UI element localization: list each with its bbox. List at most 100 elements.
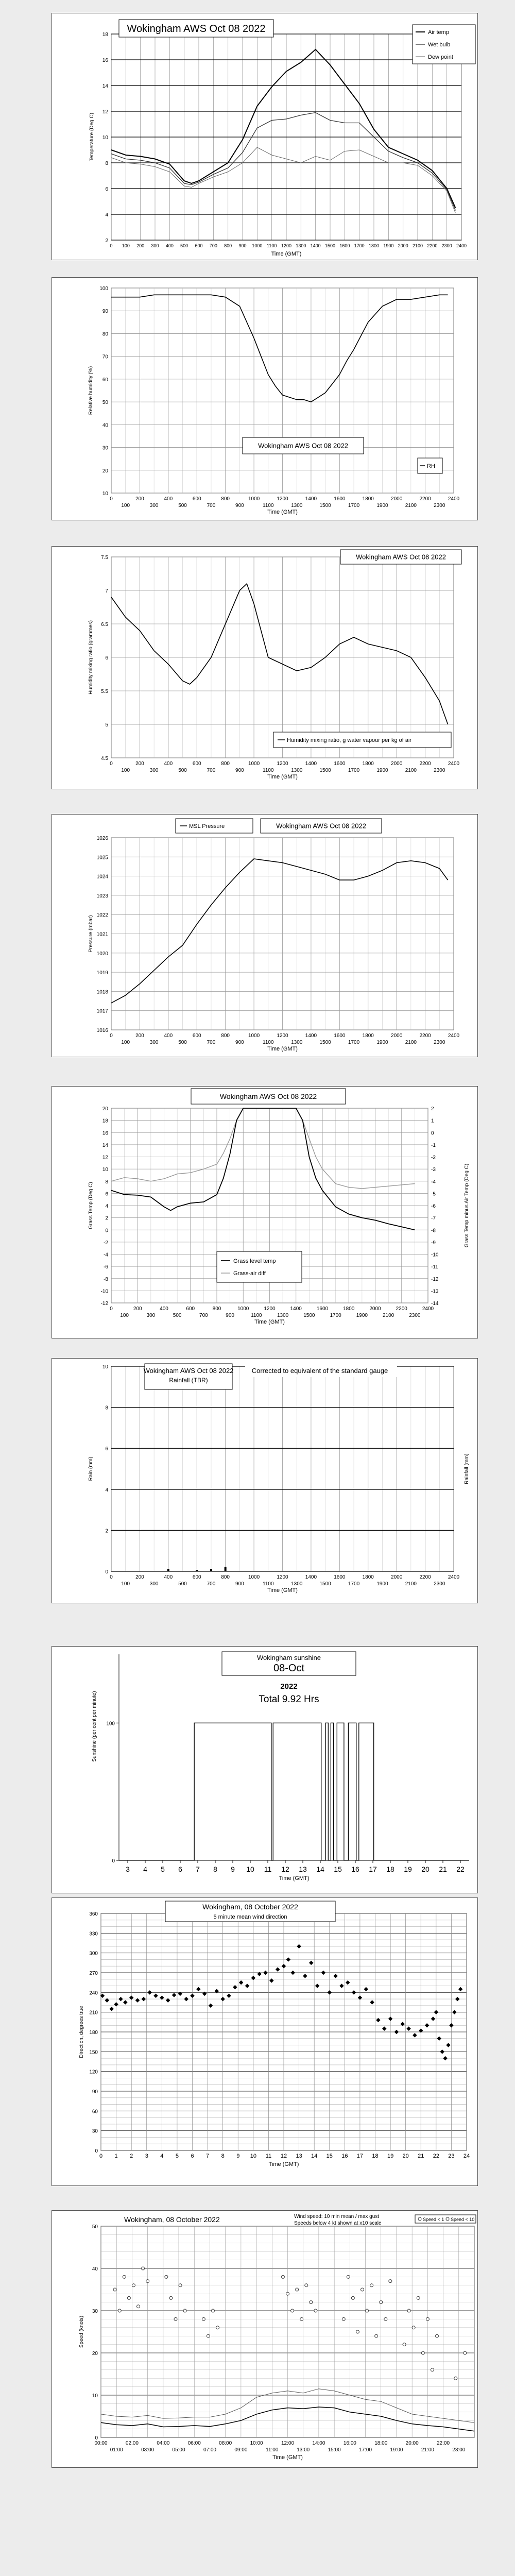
x-tick-label: 1500 (325, 243, 335, 248)
low-speed-point (216, 2326, 220, 2330)
legend-entry-1: Speed < 10 (451, 2217, 474, 2222)
x-tick-label: 1900 (356, 1313, 368, 1318)
x-tick-label: 1300 (291, 503, 303, 509)
x-tick-label: 2 (130, 2153, 133, 2159)
x-tick-label: 400 (164, 1033, 173, 1039)
y-tick-label: 10 (102, 1167, 109, 1173)
annotation-box (245, 1364, 397, 1377)
low-speed-point (425, 2317, 430, 2321)
y-tick-label: 8 (105, 161, 108, 166)
x-tick-label: 2000 (391, 1033, 403, 1039)
x-tick-label: 300 (150, 1581, 159, 1587)
low-speed-point (174, 2317, 178, 2321)
low-speed-point (304, 2283, 308, 2287)
y-tick-label: 6 (105, 1191, 108, 1197)
y-tick-label: 18 (102, 32, 109, 38)
x-tick-label: 200 (135, 1574, 144, 1580)
y-tick-label: 16 (102, 1130, 109, 1136)
x-tick-label: 2200 (396, 1306, 408, 1312)
low-speed-point (113, 2287, 117, 2292)
x-tick-label: 600 (193, 496, 201, 502)
low-speed-point (295, 2287, 299, 2292)
x-tick-label: 22:00 (437, 2441, 450, 2446)
x-tick-label: 700 (207, 1581, 216, 1587)
x-tick-label: 900 (235, 1581, 244, 1587)
wind-direction-point (286, 1957, 291, 1962)
y-tick-label: 10 (102, 1364, 109, 1370)
mixing-ratio-chart-panel: 0 200 400 600 800 1000 1200 1400 1600 1800 2000 220… (52, 546, 478, 789)
rh-series-line (111, 294, 448, 402)
x-tick-label: 11 (266, 2153, 271, 2159)
y-tick-label: 12 (102, 1155, 109, 1161)
x-tick-label: 9 (236, 2153, 239, 2159)
wind-direction-point (160, 1995, 164, 2000)
y-right-tick-label: -2 (431, 1155, 436, 1161)
y-right-tick-label: -11 (431, 1264, 438, 1270)
x-tick-label: 800 (213, 1306, 221, 1312)
grass-temp-chart: 0 200 400 600 800 1000 1200 1400 1600 1800 2000 220… (88, 1088, 470, 1325)
rainfall-chart: 0 200 400 600 800 1000 1200 1400 1600 1800 2000 220… (88, 1363, 470, 1594)
chart-title-box (191, 1088, 346, 1105)
x-tick-label: 1400 (305, 1033, 317, 1039)
wind-direction-point (431, 2016, 436, 2021)
y-axis-label: Pressure (mbar) (88, 915, 94, 952)
x-tick-label: 18 (372, 2153, 378, 2159)
x-tick-label: 14 (311, 2153, 317, 2159)
y-tick-label: -6 (104, 1264, 108, 1270)
y-tick-label: 60 (102, 377, 109, 383)
x-tick-label: 1900 (376, 1040, 388, 1045)
x-tick-label: 1800 (369, 243, 379, 248)
y-tick-label: 7.5 (101, 555, 108, 561)
y-tick-label: 1024 (97, 874, 109, 880)
x-tick-label: 1100 (267, 243, 277, 248)
y-tick-label: 100 (106, 1721, 115, 1726)
x-tick-label: 1200 (281, 243, 291, 248)
chart-subtitle: 08-Oct (273, 1663, 304, 1674)
chart-title-box (118, 19, 274, 38)
x-tick-label: 1200 (277, 761, 288, 767)
low-speed-point (411, 2326, 416, 2330)
y-tick-label: 10 (102, 135, 109, 141)
x-tick-label: 2100 (405, 1040, 417, 1045)
x-tick-label: 0 (110, 1574, 113, 1580)
x-tick-label: 2300 (409, 1313, 421, 1318)
y-tick-label: 6 (105, 187, 108, 192)
mean-speed-series-line (100, 2406, 475, 2432)
y-tick-label: 1022 (97, 912, 109, 918)
x-tick-label: 400 (164, 496, 173, 502)
x-tick-label: 17 (357, 2153, 363, 2159)
x-tick-label: 7 (196, 1865, 200, 1873)
x-tick-label: 100 (121, 503, 130, 509)
x-tick-label: 600 (193, 1033, 201, 1039)
chart-title-box (165, 1901, 336, 1922)
x-tick-label: 2400 (422, 1306, 434, 1312)
y-tick-label: 5 (105, 722, 108, 728)
x-tick-label: 08:00 (219, 2441, 232, 2446)
y-tick-label: 1016 (97, 1028, 109, 1033)
y-right-tick-label: -3 (431, 1167, 436, 1173)
legend-entry-0: Grass level temp (233, 1258, 276, 1264)
x-tick-label: 18 (386, 1865, 394, 1873)
x-tick-label: 200 (135, 496, 144, 502)
x-tick-label: 1900 (383, 243, 393, 248)
x-tick-label: 500 (178, 503, 187, 509)
low-speed-point (421, 2351, 425, 2355)
y-axis-label: Speed (knots) (79, 2316, 84, 2348)
x-tick-label: 2000 (391, 1574, 403, 1580)
low-speed-point (407, 2309, 411, 2313)
y-tick-label: -2 (104, 1240, 108, 1246)
x-tick-label: 5 (176, 2153, 179, 2159)
y-tick-label: 1017 (97, 1009, 109, 1014)
y-axis-label: Direction, degrees true (79, 2006, 84, 2058)
y-tick-label: 60 (92, 2109, 98, 2114)
low-speed-point (131, 2283, 135, 2287)
y-tick-label: 80 (102, 331, 109, 337)
chart-year: 2022 (280, 1682, 297, 1691)
x-tick-label: 5 (161, 1865, 165, 1873)
humidity-chart-panel: 0 200 400 600 800 1000 1200 1400 1600 1800 2000 220… (52, 277, 478, 520)
grass-temp-series-line (111, 1108, 415, 1231)
chart-title: Wokingham AWS Oct 08 2022 (258, 442, 348, 450)
x-tick-label: 20:00 (406, 2441, 419, 2446)
sunshine-total: Total 9.92 Hrs (259, 1694, 319, 1705)
chart-subtitle: 5 minute mean wind direction (213, 1914, 287, 1920)
